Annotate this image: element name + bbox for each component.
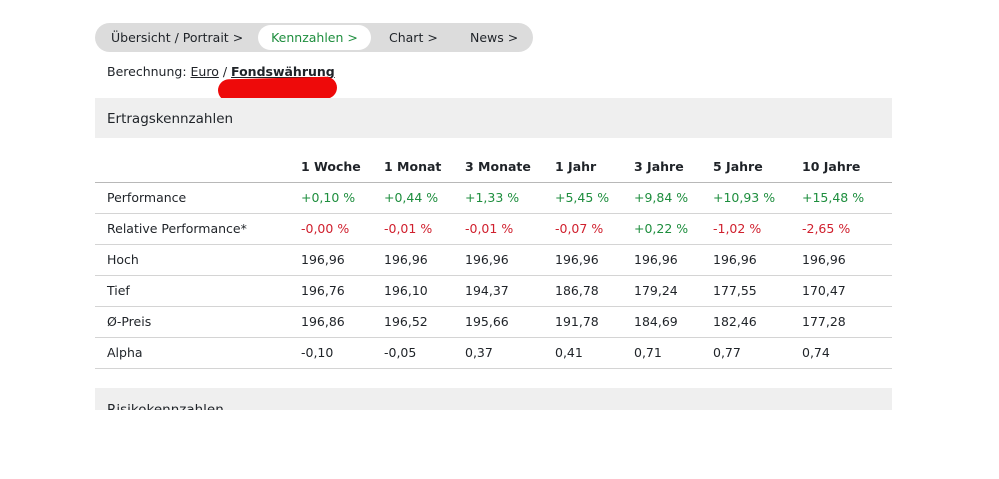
table-row: Tief 196,76 196,10 194,37 186,78 179,24 …: [95, 276, 892, 307]
table-cell: +15,48 %: [802, 190, 865, 205]
chevron-right-icon: >: [507, 30, 519, 45]
table-cell: +1,33 %: [465, 190, 520, 205]
table-row: Ø-Preis 196,86 196,52 195,66 191,78 184,…: [95, 307, 892, 338]
currency-euro-link[interactable]: Euro: [190, 64, 219, 79]
table-cell: -0,10: [301, 345, 334, 360]
table-cell: 184,69: [634, 314, 678, 329]
section-title: Risikokennzahlen: [107, 402, 224, 410]
row-label: Ø-Preis: [107, 314, 152, 329]
table-cell: 0,71: [634, 345, 662, 360]
table-cell: 170,47: [802, 283, 846, 298]
table-cell: +9,84 %: [634, 190, 689, 205]
chevron-right-icon: >: [232, 30, 244, 45]
table-cell: +0,10 %: [301, 190, 356, 205]
table-cell: 196,96: [634, 252, 678, 267]
table-cell: +10,93 %: [713, 190, 776, 205]
table-cell: 194,37: [465, 283, 509, 298]
tab-uebersicht-portrait[interactable]: Übersicht / Portrait >: [111, 25, 243, 50]
tab-news[interactable]: News >: [470, 25, 518, 50]
table-cell: 177,28: [802, 314, 846, 329]
tab-label: Übersicht / Portrait: [111, 30, 229, 45]
currency-separator: /: [222, 64, 228, 79]
row-label: Tief: [107, 283, 130, 298]
section-title: Ertragskennzahlen: [107, 111, 234, 127]
chevron-right-icon: >: [427, 30, 438, 45]
table-cell: -0,01 %: [384, 221, 433, 236]
table-cell: 196,10: [384, 283, 428, 298]
table-cell: 196,96: [301, 252, 345, 267]
table-cell: -1,02 %: [713, 221, 762, 236]
table-cell: 186,78: [555, 283, 599, 298]
calculation-label: Berechnung:: [107, 64, 187, 79]
table-cell: 179,24: [634, 283, 678, 298]
table-row: Performance +0,10 % +0,44 % +1,33 % +5,4…: [95, 183, 892, 214]
currency-fund-link[interactable]: Fondswährung: [231, 64, 335, 79]
column-header: 5 Jahre: [713, 159, 763, 174]
table-cell: 196,96: [802, 252, 846, 267]
row-label: Hoch: [107, 252, 139, 267]
section-header-ertrag: Ertragskennzahlen: [95, 98, 892, 138]
table-cell: 196,96: [555, 252, 599, 267]
table-cell: 196,96: [384, 252, 428, 267]
tab-label: Chart: [389, 30, 424, 45]
table-cell: 195,66: [465, 314, 509, 329]
calculation-selector: Berechnung: Euro / Fondswährung: [107, 64, 335, 79]
table-cell: 191,78: [555, 314, 599, 329]
column-header: 3 Jahre: [634, 159, 684, 174]
column-header: 3 Monate: [465, 159, 531, 174]
row-label: Alpha: [107, 345, 143, 360]
row-label: Performance: [107, 190, 187, 205]
table-cell: +0,22 %: [634, 221, 689, 236]
table-cell: +5,45 %: [555, 190, 610, 205]
row-label: Relative Performance*: [107, 221, 247, 236]
table-row: Hoch 196,96 196,96 196,96 196,96 196,96 …: [95, 245, 892, 276]
table-cell: -0,01 %: [465, 221, 514, 236]
table-cell: 196,96: [465, 252, 509, 267]
tab-chart[interactable]: Chart >: [389, 25, 438, 50]
table-cell: -0,00 %: [301, 221, 350, 236]
table-cell: 0,74: [802, 345, 830, 360]
table-cell: -0,05: [384, 345, 417, 360]
table-cell: 196,52: [384, 314, 428, 329]
table-cell: -2,65 %: [802, 221, 851, 236]
table-cell: 196,86: [301, 314, 345, 329]
table-cell: +0,44 %: [384, 190, 439, 205]
table-row: Alpha -0,10 -0,05 0,37 0,41 0,71 0,77 0,…: [95, 338, 892, 369]
column-header: 10 Jahre: [802, 159, 861, 174]
table-cell: 0,37: [465, 345, 493, 360]
table-cell: 0,41: [555, 345, 583, 360]
column-header: 1 Jahr: [555, 159, 597, 174]
section-header-risiko: Risikokennzahlen: [95, 388, 892, 410]
column-header: 1 Monat: [384, 159, 442, 174]
tab-label: News: [470, 30, 504, 45]
table-cell: 0,77: [713, 345, 741, 360]
tab-label: Kennzahlen: [271, 30, 344, 45]
table-cell: 196,96: [713, 252, 757, 267]
table-row: Relative Performance* -0,00 % -0,01 % -0…: [95, 214, 892, 245]
ertrag-table: 1 Woche 1 Monat 3 Monate 1 Jahr 3 Jahre …: [95, 152, 892, 369]
chevron-right-icon: >: [347, 30, 358, 45]
column-header: 1 Woche: [301, 159, 361, 174]
tab-bar: Übersicht / Portrait > Kennzahlen > Chart >…: [95, 23, 533, 52]
table-cell: -0,07 %: [555, 221, 604, 236]
table-cell: 182,46: [713, 314, 757, 329]
table-cell: 177,55: [713, 283, 757, 298]
table-cell: 196,76: [301, 283, 345, 298]
table-header-row: 1 Woche 1 Monat 3 Monate 1 Jahr 3 Jahre …: [95, 152, 892, 183]
tab-kennzahlen[interactable]: Kennzahlen >: [258, 25, 371, 50]
